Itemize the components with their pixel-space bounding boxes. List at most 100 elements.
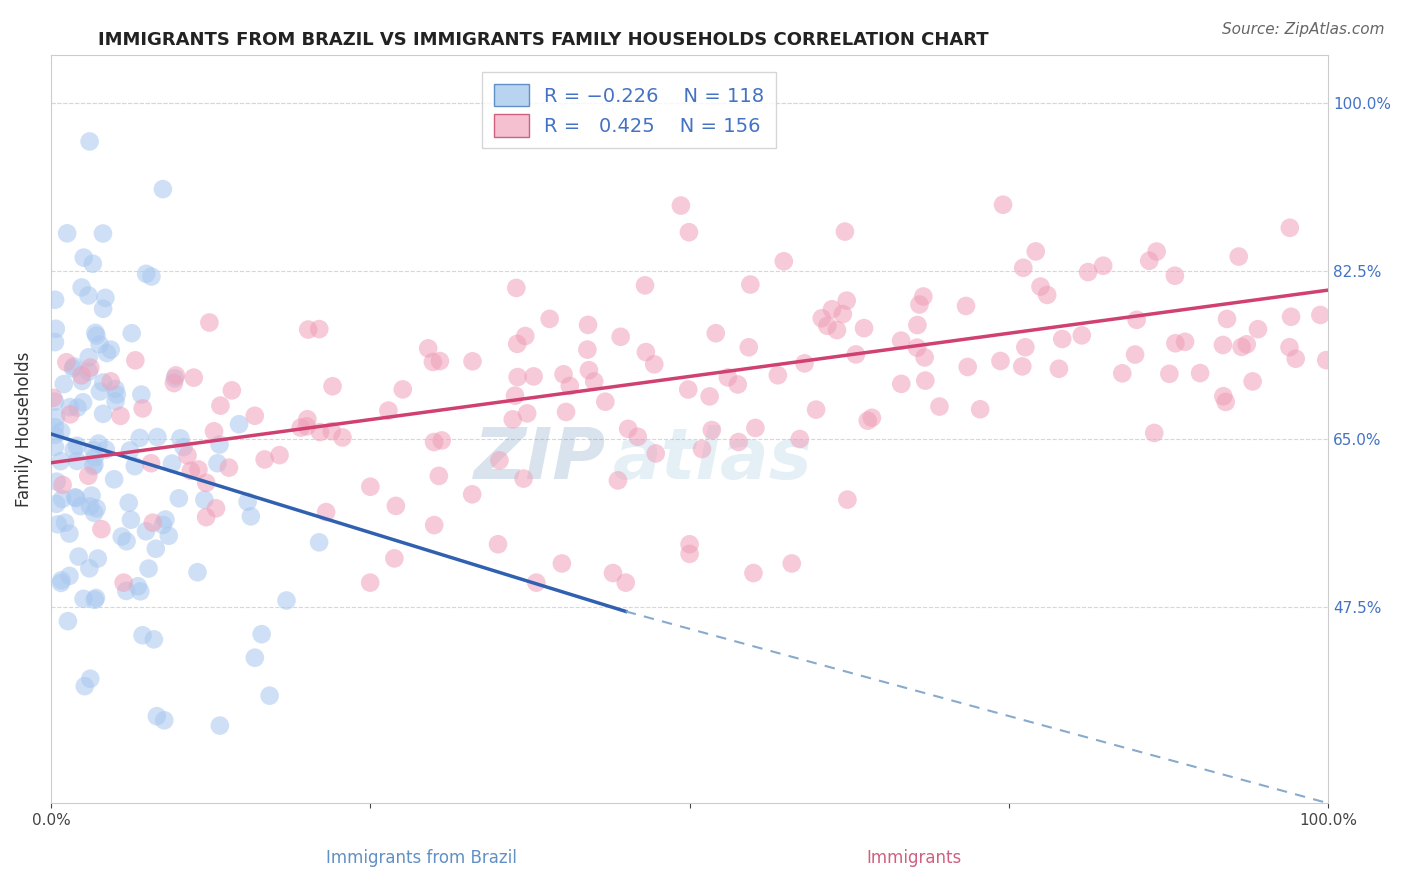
Point bbox=[142, 632, 165, 647]
Point bbox=[139, 456, 162, 470]
Point bbox=[1070, 328, 1092, 343]
Point bbox=[506, 370, 529, 384]
Point bbox=[523, 369, 546, 384]
Point bbox=[831, 307, 853, 321]
Point bbox=[82, 442, 104, 457]
Point bbox=[1164, 268, 1187, 283]
Point bbox=[84, 326, 107, 340]
Point bbox=[309, 425, 332, 439]
Point bbox=[1036, 288, 1059, 302]
Point bbox=[110, 409, 132, 423]
Point bbox=[418, 342, 440, 356]
Point bbox=[391, 383, 413, 397]
Point bbox=[131, 387, 153, 401]
Point bbox=[512, 472, 534, 486]
Point bbox=[1164, 336, 1187, 351]
Point bbox=[505, 281, 527, 295]
Point bbox=[515, 329, 537, 343]
Point bbox=[221, 384, 243, 398]
Point bbox=[845, 347, 868, 361]
Point bbox=[856, 414, 879, 428]
Point bbox=[1174, 334, 1197, 349]
Point bbox=[678, 225, 700, 239]
Point bbox=[142, 516, 165, 530]
Point bbox=[956, 359, 979, 374]
Point bbox=[187, 462, 209, 476]
Point bbox=[321, 424, 343, 438]
Point bbox=[825, 323, 848, 337]
Point bbox=[207, 456, 229, 470]
Point bbox=[77, 468, 100, 483]
Point bbox=[103, 472, 125, 486]
Point bbox=[538, 311, 561, 326]
Point bbox=[1137, 253, 1160, 268]
Point bbox=[1230, 340, 1253, 354]
Point bbox=[955, 299, 977, 313]
Point bbox=[100, 343, 122, 357]
Point bbox=[1159, 367, 1181, 381]
Point bbox=[69, 499, 91, 513]
Point bbox=[1189, 366, 1212, 380]
Point bbox=[290, 420, 312, 434]
Point bbox=[890, 376, 912, 391]
Point bbox=[176, 449, 198, 463]
Point bbox=[198, 316, 221, 330]
Point bbox=[90, 522, 112, 536]
Point bbox=[578, 363, 600, 377]
Point bbox=[73, 251, 96, 265]
Point bbox=[297, 412, 319, 426]
Point bbox=[789, 432, 811, 446]
Point bbox=[79, 135, 101, 149]
Point bbox=[51, 491, 73, 506]
Point bbox=[1227, 250, 1250, 264]
Point bbox=[70, 374, 93, 388]
Point bbox=[1092, 259, 1115, 273]
Point bbox=[86, 328, 108, 343]
Point bbox=[121, 326, 143, 341]
Point bbox=[461, 487, 484, 501]
Point bbox=[118, 443, 141, 458]
Point bbox=[135, 267, 157, 281]
Point bbox=[385, 499, 408, 513]
Point bbox=[138, 561, 160, 575]
Point bbox=[1215, 395, 1237, 409]
Point bbox=[111, 529, 134, 543]
Point bbox=[804, 402, 827, 417]
Point bbox=[740, 277, 762, 292]
Point bbox=[79, 500, 101, 514]
Point bbox=[104, 382, 127, 396]
Point bbox=[602, 566, 624, 580]
Point bbox=[208, 437, 231, 451]
Point bbox=[62, 361, 84, 376]
Point bbox=[163, 371, 186, 385]
Point bbox=[461, 354, 484, 368]
Point bbox=[146, 709, 169, 723]
Point bbox=[488, 453, 510, 467]
Point bbox=[77, 365, 100, 379]
Point bbox=[66, 439, 89, 453]
Point bbox=[1029, 279, 1052, 293]
Point bbox=[70, 280, 93, 294]
Point bbox=[228, 417, 250, 432]
Point bbox=[727, 377, 749, 392]
Point bbox=[914, 374, 936, 388]
Point bbox=[772, 254, 794, 268]
Point bbox=[835, 293, 858, 308]
Point bbox=[297, 322, 319, 336]
Point bbox=[617, 422, 640, 436]
Point bbox=[555, 405, 578, 419]
Point bbox=[66, 401, 89, 415]
Point bbox=[634, 278, 657, 293]
Point bbox=[990, 354, 1012, 368]
Point bbox=[91, 227, 114, 241]
Point bbox=[83, 458, 105, 472]
Point bbox=[44, 293, 66, 307]
Point bbox=[1285, 351, 1308, 366]
Point bbox=[1212, 338, 1234, 352]
Point bbox=[1279, 310, 1302, 324]
Point bbox=[115, 534, 138, 549]
Point bbox=[55, 355, 77, 369]
Point bbox=[506, 336, 529, 351]
Point bbox=[195, 475, 218, 490]
Point bbox=[810, 311, 832, 326]
